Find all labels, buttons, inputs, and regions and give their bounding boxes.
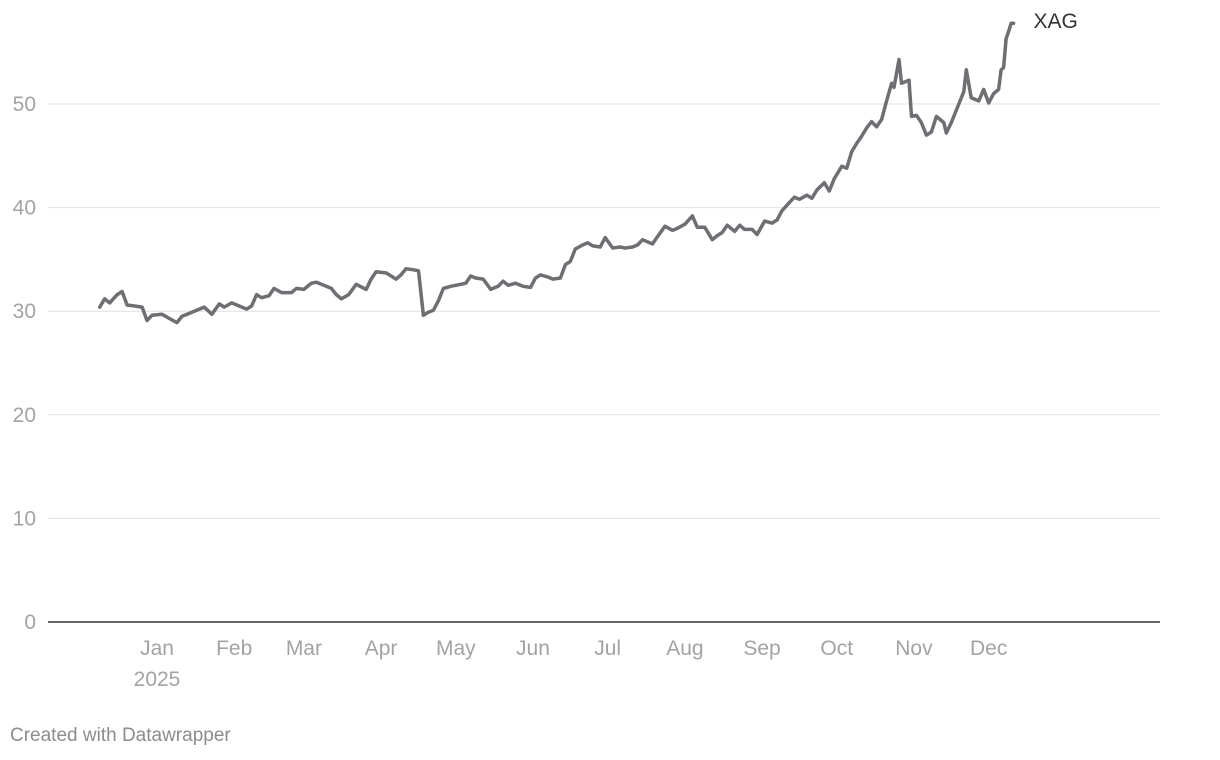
credit-note: Created with Datawrapper [10, 725, 231, 746]
x-tick-label-nov: Nov [895, 637, 933, 660]
y-tick-label-50: 50 [13, 93, 36, 116]
x-tick-label-jun: Jun [516, 637, 550, 660]
y-tick-label-30: 30 [13, 300, 36, 323]
x-tick-label-sep: Sep [743, 637, 780, 660]
x-tick-label-feb: Feb [216, 637, 252, 660]
series-line-xag [97, 21, 1016, 325]
x-tick-label-jan: Jan [140, 637, 174, 660]
x-axis-tick-labels: Jan 2025 Feb Mar Apr May Jun Jul Aug Sep Oct Nov Dec [134, 637, 1008, 691]
series-label-xag: XAG [1034, 10, 1078, 33]
y-tick-label-10: 10 [13, 507, 36, 530]
x-tick-label-oct: Oct [820, 637, 853, 660]
series-layer: XAG [97, 10, 1078, 325]
x-tick-sublabel-year: 2025 [134, 668, 181, 691]
x-tick-label-mar: Mar [286, 637, 322, 660]
x-tick-label-aug: Aug [666, 637, 703, 660]
x-tick-label-may: May [436, 637, 476, 660]
x-tick-label-apr: Apr [365, 637, 398, 660]
y-axis-tick-labels: 0 10 20 30 40 50 [13, 93, 36, 634]
y-tick-label-20: 20 [13, 404, 36, 427]
y-tick-label-0: 0 [24, 611, 36, 634]
x-tick-label-jul: Jul [594, 637, 621, 660]
x-tick-label-dec: Dec [970, 637, 1007, 660]
line-chart: 0 10 20 30 40 50 Jan 2025 Feb Mar Apr May Jun Jul Aug… [13, 10, 1160, 691]
y-tick-label-40: 40 [13, 197, 36, 220]
gridlines [48, 103, 1160, 519]
